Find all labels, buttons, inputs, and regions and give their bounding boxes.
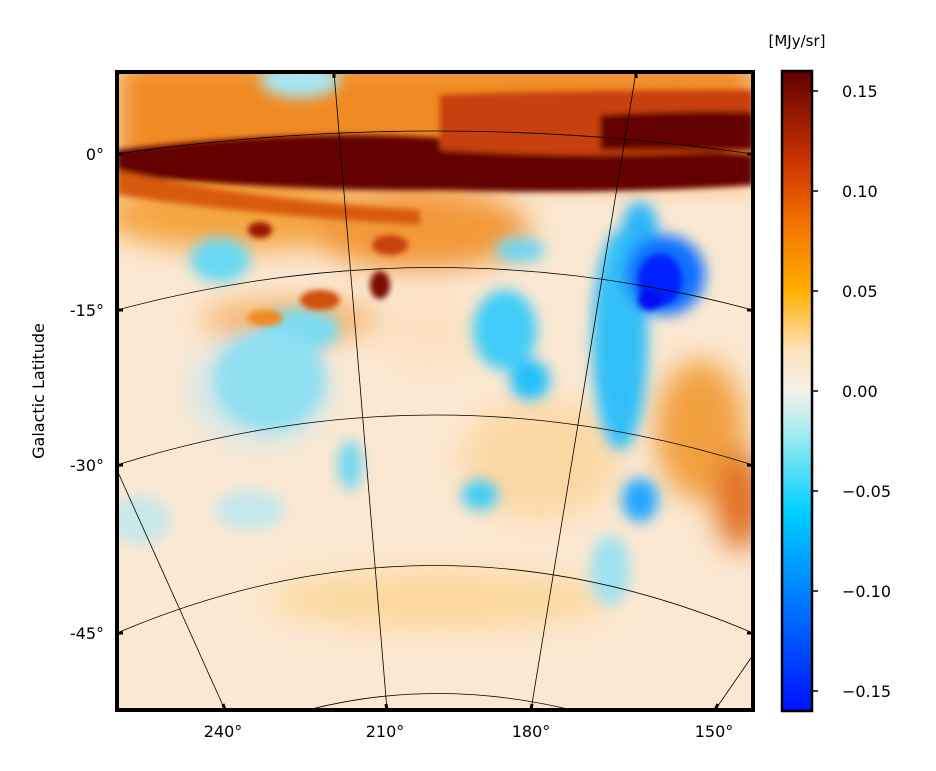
colorbar-tick-label: 0.00 xyxy=(842,382,878,401)
x-tick-label: 210° xyxy=(366,722,405,741)
x-tick-label: 180° xyxy=(512,722,551,741)
colorbar-unit: [MJy/sr] xyxy=(769,32,826,50)
meridian-150 xyxy=(714,654,753,710)
meridian-240 xyxy=(117,469,226,710)
y-tick-labels: 0° -15° -30° -45° xyxy=(70,145,104,643)
colorbar-gradient xyxy=(782,71,812,711)
decrement-regions xyxy=(117,72,705,605)
colorbar-tick-label: 0.10 xyxy=(842,182,878,201)
parallel-m60 xyxy=(306,693,574,710)
y-tick-label: -45° xyxy=(70,624,104,643)
heatmap-map xyxy=(117,72,753,710)
colorbar-tick-label: −0.05 xyxy=(842,482,891,501)
galactic-plane-band xyxy=(117,90,753,326)
map-frame xyxy=(115,70,755,712)
x-tick-label: 240° xyxy=(204,722,243,741)
y-tick-label: 0° xyxy=(86,145,104,164)
colorbar: 0.15 0.10 0.05 0.00 −0.05 −0.10 −0.15 [MJy/sr] xyxy=(769,32,891,713)
parallel-m30 xyxy=(117,414,753,466)
colorbar-tick-label: 0.05 xyxy=(842,282,878,301)
colorbar-ticks: 0.15 0.10 0.05 0.00 −0.05 −0.10 −0.15 xyxy=(812,82,891,701)
colorbar-tick-label: 0.15 xyxy=(842,82,878,101)
y-axis-label: Galactic Latitude xyxy=(29,323,48,459)
parallel-0 xyxy=(117,130,753,155)
colorbar-tick-label: −0.10 xyxy=(842,582,891,601)
meridian-210 xyxy=(333,72,388,710)
meridian-180 xyxy=(530,72,637,710)
y-tick-label: -30° xyxy=(70,456,104,475)
colorbar-tick-label: −0.15 xyxy=(842,682,891,701)
frame-ticks xyxy=(117,72,753,711)
x-tick-labels: 240° 210° 180° 150° xyxy=(204,722,734,741)
x-tick-label: 150° xyxy=(695,722,734,741)
y-tick-label: -15° xyxy=(70,301,104,320)
deep-decrement xyxy=(638,254,682,310)
graticule xyxy=(117,72,753,710)
parallel-m15 xyxy=(117,267,753,311)
parallel-m45 xyxy=(117,565,753,634)
